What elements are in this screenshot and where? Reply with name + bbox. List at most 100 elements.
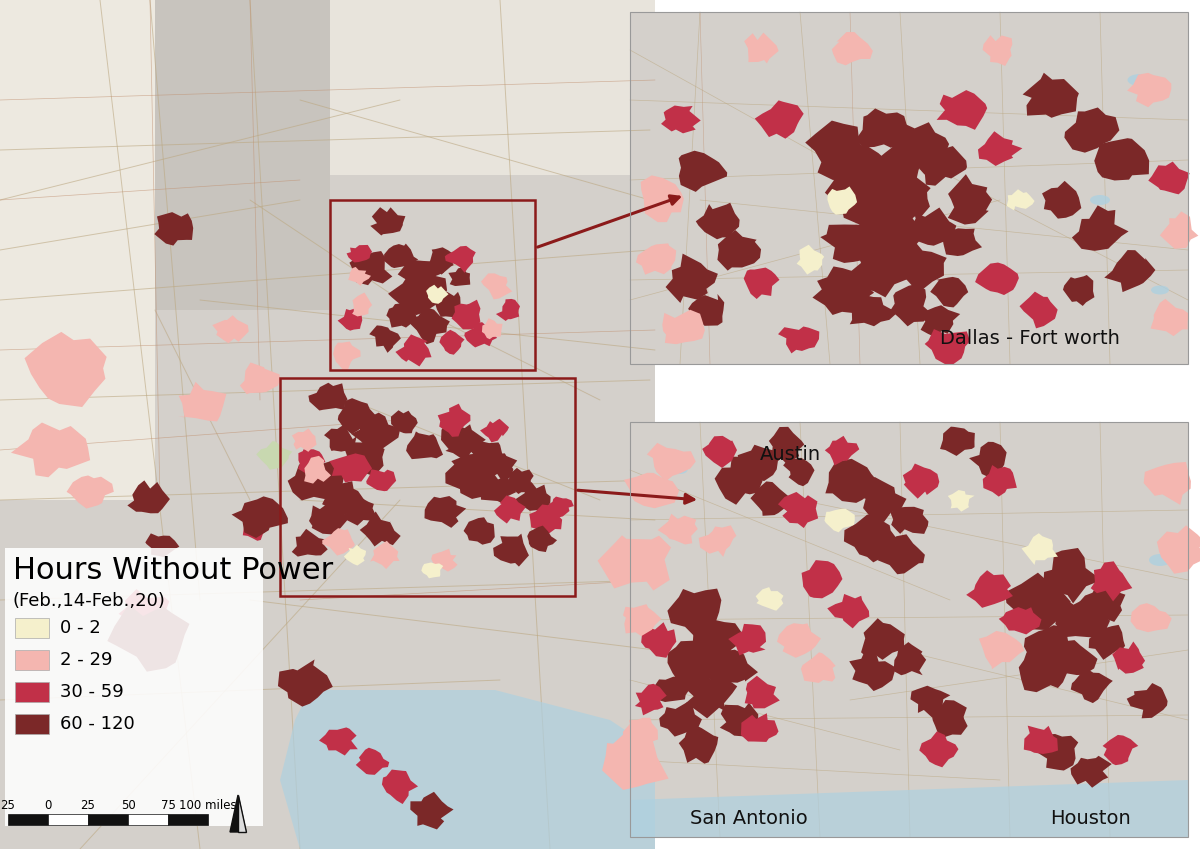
Polygon shape xyxy=(827,187,857,215)
Polygon shape xyxy=(744,32,779,64)
Polygon shape xyxy=(439,329,464,355)
Polygon shape xyxy=(431,548,457,571)
Text: 30 - 59: 30 - 59 xyxy=(60,683,124,701)
Polygon shape xyxy=(979,631,1025,669)
Polygon shape xyxy=(624,473,679,509)
Polygon shape xyxy=(778,492,818,528)
Polygon shape xyxy=(1055,599,1110,638)
Polygon shape xyxy=(1020,291,1057,329)
Polygon shape xyxy=(330,453,372,482)
Polygon shape xyxy=(888,122,949,175)
Polygon shape xyxy=(337,309,362,330)
Polygon shape xyxy=(463,517,494,545)
Polygon shape xyxy=(395,335,432,367)
Polygon shape xyxy=(240,363,280,394)
Polygon shape xyxy=(930,277,968,307)
Polygon shape xyxy=(494,496,526,524)
Polygon shape xyxy=(1148,161,1189,194)
Bar xyxy=(155,0,330,310)
Ellipse shape xyxy=(1150,554,1171,566)
Bar xyxy=(128,814,168,825)
Polygon shape xyxy=(232,497,288,538)
Polygon shape xyxy=(1094,138,1150,181)
Polygon shape xyxy=(428,247,455,275)
Bar xyxy=(630,12,1188,364)
Text: Hours Without Power: Hours Without Power xyxy=(13,556,334,585)
Polygon shape xyxy=(824,436,859,465)
Polygon shape xyxy=(715,457,762,505)
Polygon shape xyxy=(1157,526,1200,574)
Polygon shape xyxy=(661,105,701,133)
Polygon shape xyxy=(127,481,170,514)
Polygon shape xyxy=(745,676,780,708)
Polygon shape xyxy=(623,717,658,745)
Polygon shape xyxy=(666,254,718,303)
Polygon shape xyxy=(688,294,725,326)
Polygon shape xyxy=(797,245,824,274)
Polygon shape xyxy=(856,477,906,523)
Polygon shape xyxy=(1064,108,1120,153)
Polygon shape xyxy=(862,618,905,660)
Polygon shape xyxy=(919,731,959,767)
Polygon shape xyxy=(889,177,931,225)
Polygon shape xyxy=(784,458,815,486)
Polygon shape xyxy=(890,284,932,326)
Polygon shape xyxy=(445,246,475,273)
Bar xyxy=(88,814,128,825)
Polygon shape xyxy=(384,244,419,268)
Polygon shape xyxy=(948,174,992,225)
Polygon shape xyxy=(824,509,854,532)
Polygon shape xyxy=(805,121,870,180)
Polygon shape xyxy=(426,284,449,304)
Polygon shape xyxy=(308,383,348,411)
Polygon shape xyxy=(480,419,509,442)
Polygon shape xyxy=(630,780,1188,837)
Polygon shape xyxy=(382,769,418,804)
Polygon shape xyxy=(425,496,467,528)
Polygon shape xyxy=(940,427,974,456)
Polygon shape xyxy=(850,295,898,326)
Polygon shape xyxy=(464,322,497,347)
Polygon shape xyxy=(1043,548,1097,604)
Polygon shape xyxy=(684,675,737,718)
Polygon shape xyxy=(344,545,366,565)
Polygon shape xyxy=(911,686,950,717)
Polygon shape xyxy=(212,315,248,343)
Polygon shape xyxy=(438,403,470,437)
Bar xyxy=(48,814,88,825)
Polygon shape xyxy=(322,481,370,519)
Polygon shape xyxy=(832,32,872,65)
Polygon shape xyxy=(371,541,400,569)
Polygon shape xyxy=(1070,756,1111,788)
Bar xyxy=(0,0,655,849)
Polygon shape xyxy=(976,262,1019,295)
Polygon shape xyxy=(451,300,480,329)
Polygon shape xyxy=(636,244,677,275)
Polygon shape xyxy=(658,514,697,544)
Ellipse shape xyxy=(1151,285,1169,295)
Polygon shape xyxy=(107,604,190,672)
Text: San Antonio: San Antonio xyxy=(690,809,808,828)
Polygon shape xyxy=(1103,735,1139,765)
Polygon shape xyxy=(292,429,317,452)
Polygon shape xyxy=(720,703,758,737)
Polygon shape xyxy=(516,482,551,511)
Polygon shape xyxy=(445,453,494,499)
Polygon shape xyxy=(1127,683,1168,718)
Polygon shape xyxy=(341,493,376,526)
Polygon shape xyxy=(948,490,974,512)
Ellipse shape xyxy=(1128,74,1152,86)
Text: 25: 25 xyxy=(0,799,16,812)
Polygon shape xyxy=(242,520,266,541)
Polygon shape xyxy=(527,526,557,552)
Bar xyxy=(14,682,49,702)
Polygon shape xyxy=(970,441,1007,477)
Polygon shape xyxy=(983,36,1013,66)
Polygon shape xyxy=(740,713,779,742)
Polygon shape xyxy=(877,534,925,574)
Polygon shape xyxy=(288,456,344,501)
Polygon shape xyxy=(257,441,293,469)
Polygon shape xyxy=(238,795,246,832)
Polygon shape xyxy=(641,622,677,658)
Polygon shape xyxy=(778,623,821,658)
